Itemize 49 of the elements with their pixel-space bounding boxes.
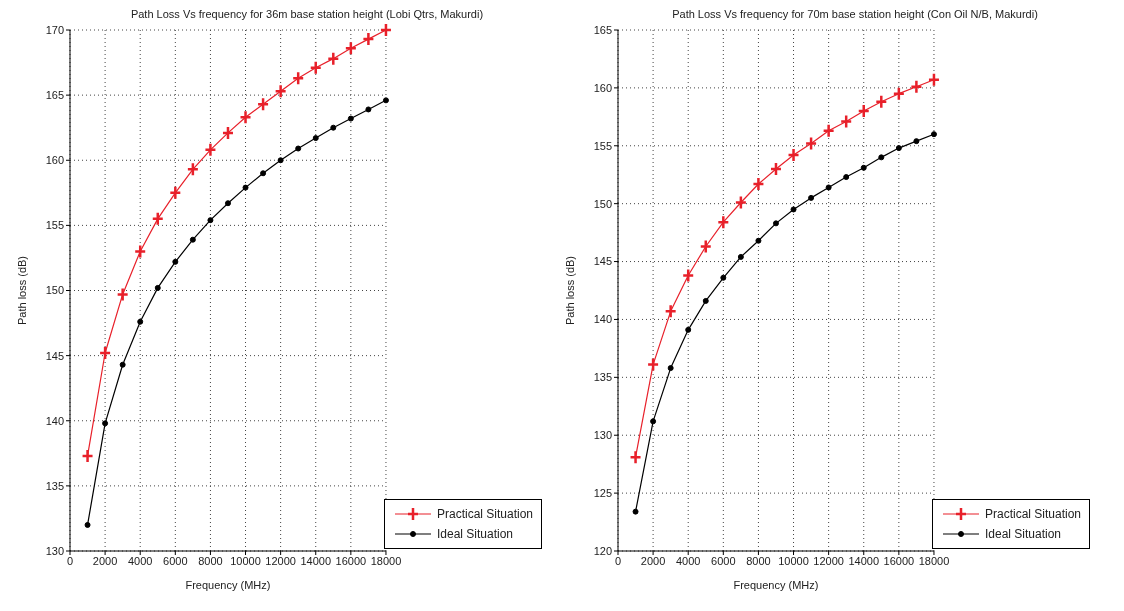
y-tick-label: 130 (593, 429, 612, 442)
x-tick-label: 6000 (711, 554, 736, 567)
x-tick-label: 8000 (198, 554, 223, 567)
y-tick-label: 160 (45, 154, 64, 167)
y-tick-label: 165 (45, 89, 64, 102)
y-tick-label: 135 (593, 371, 612, 384)
x-tick-label: 4000 (675, 554, 701, 567)
y-tick-label: 145 (593, 255, 612, 268)
x-tick-label: 0 (614, 554, 622, 567)
x-tick-label: 2000 (92, 554, 118, 567)
y-axis-title: Path loss (dB) (563, 255, 576, 326)
y-tick-label: 145 (45, 349, 64, 362)
y-tick-label: 140 (593, 313, 612, 326)
x-axis-title: Frequency (MHz) (185, 579, 271, 591)
x-tick-label: 14000 (300, 554, 332, 567)
y-tick-label: 140 (45, 414, 64, 427)
y-tick-label: 135 (45, 479, 64, 492)
x-tick-label: 0 (66, 554, 74, 567)
x-tick-label: 18000 (918, 554, 950, 567)
chart-title: Path Loss Vs frequency for 70m base station height (Con Oil N/B, Makurdi) (671, 8, 1039, 22)
y-tick-label: 165 (593, 23, 612, 36)
x-tick-label: 8000 (746, 554, 771, 567)
legend-label: Practical Situation (436, 507, 533, 521)
y-tick-label: 130 (45, 544, 64, 557)
y-tick-label: 150 (593, 197, 612, 210)
x-tick-label: 16000 (883, 554, 915, 567)
x-tick-label: 10000 (230, 554, 261, 567)
y-tick-label: 125 (593, 487, 612, 500)
y-tick-label: 170 (45, 23, 64, 36)
y-tick-label: 120 (593, 544, 612, 557)
y-tick-label: 150 (45, 284, 64, 297)
y-tick-label: 155 (45, 219, 64, 232)
y-tick-label: 155 (593, 139, 612, 152)
legend-label: Ideal Situation (436, 527, 514, 541)
x-tick-label: 12000 (813, 554, 844, 567)
x-tick-label: 6000 (163, 554, 188, 567)
legend-label: Practical Situation (984, 507, 1081, 521)
legend-label: Ideal Situation (984, 527, 1062, 541)
y-tick-label: 160 (593, 81, 612, 94)
x-tick-label: 2000 (640, 554, 666, 567)
y-axis-title: Path loss (dB) (15, 255, 28, 326)
chart-title: Path Loss Vs frequency for 36m base station height (Lobi Qtrs, Makurdi) (129, 8, 485, 22)
x-tick-label: 14000 (848, 554, 880, 567)
x-tick-label: 10000 (778, 554, 809, 567)
x-tick-label: 12000 (265, 554, 296, 567)
x-tick-label: 4000 (127, 554, 153, 567)
x-tick-label: 16000 (335, 554, 367, 567)
x-axis-title: Frequency (MHz) (733, 579, 819, 591)
x-tick-label: 18000 (370, 554, 402, 567)
